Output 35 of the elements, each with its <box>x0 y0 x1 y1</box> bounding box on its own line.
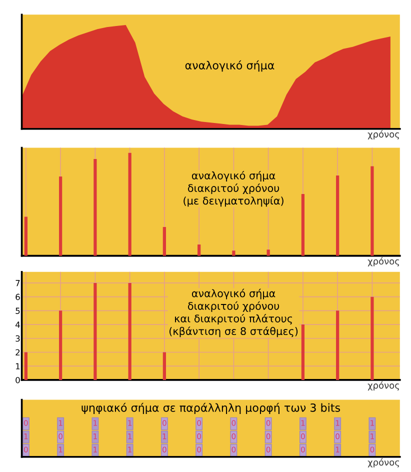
bar <box>24 352 28 380</box>
bar <box>94 282 97 380</box>
bar <box>59 310 62 380</box>
y-tick-label: 7 <box>16 280 20 286</box>
x-axis-title: χρόνος <box>368 381 400 390</box>
bar <box>198 244 201 256</box>
bar <box>370 166 374 256</box>
bar <box>59 176 62 256</box>
bar <box>232 250 236 256</box>
bar <box>162 227 166 256</box>
text: αναλογικό σήμα διακριτού χρόνου (με δειγματοληψία) <box>184 170 284 207</box>
y-tick-label: 0 <box>16 376 20 384</box>
bar <box>336 310 340 380</box>
text: αναλογικό σήμα διακριτού χρόνου και διακριτού πλάτους (κβάντιση σε 8 στάθμες) <box>169 288 298 338</box>
bar <box>162 352 166 380</box>
x-axis-title: χρόνος <box>368 458 400 468</box>
bar <box>128 282 132 380</box>
y-tick-label: 6 <box>16 294 20 300</box>
y-tick-label: 3 <box>16 335 20 342</box>
bar <box>370 296 374 380</box>
bar <box>94 159 97 256</box>
y-tick-label: 5 <box>16 308 20 314</box>
bar <box>24 216 28 256</box>
bar <box>128 152 132 256</box>
y-tick-label: 2 <box>16 349 20 356</box>
y-tick-label: 4 <box>16 322 20 328</box>
y-tick-label: 1 <box>16 363 20 370</box>
chart-title: ψηφιακό σήμα σε παράλληλη μορφή των 3 bits <box>82 402 340 414</box>
x-axis-title: χρόνος <box>368 130 400 140</box>
x-axis-title: χρόνος <box>368 257 400 266</box>
bar <box>301 194 305 256</box>
text: αναλογικό σήμα <box>185 60 274 72</box>
bar <box>301 324 305 380</box>
bar <box>336 176 340 256</box>
bar <box>266 250 270 256</box>
